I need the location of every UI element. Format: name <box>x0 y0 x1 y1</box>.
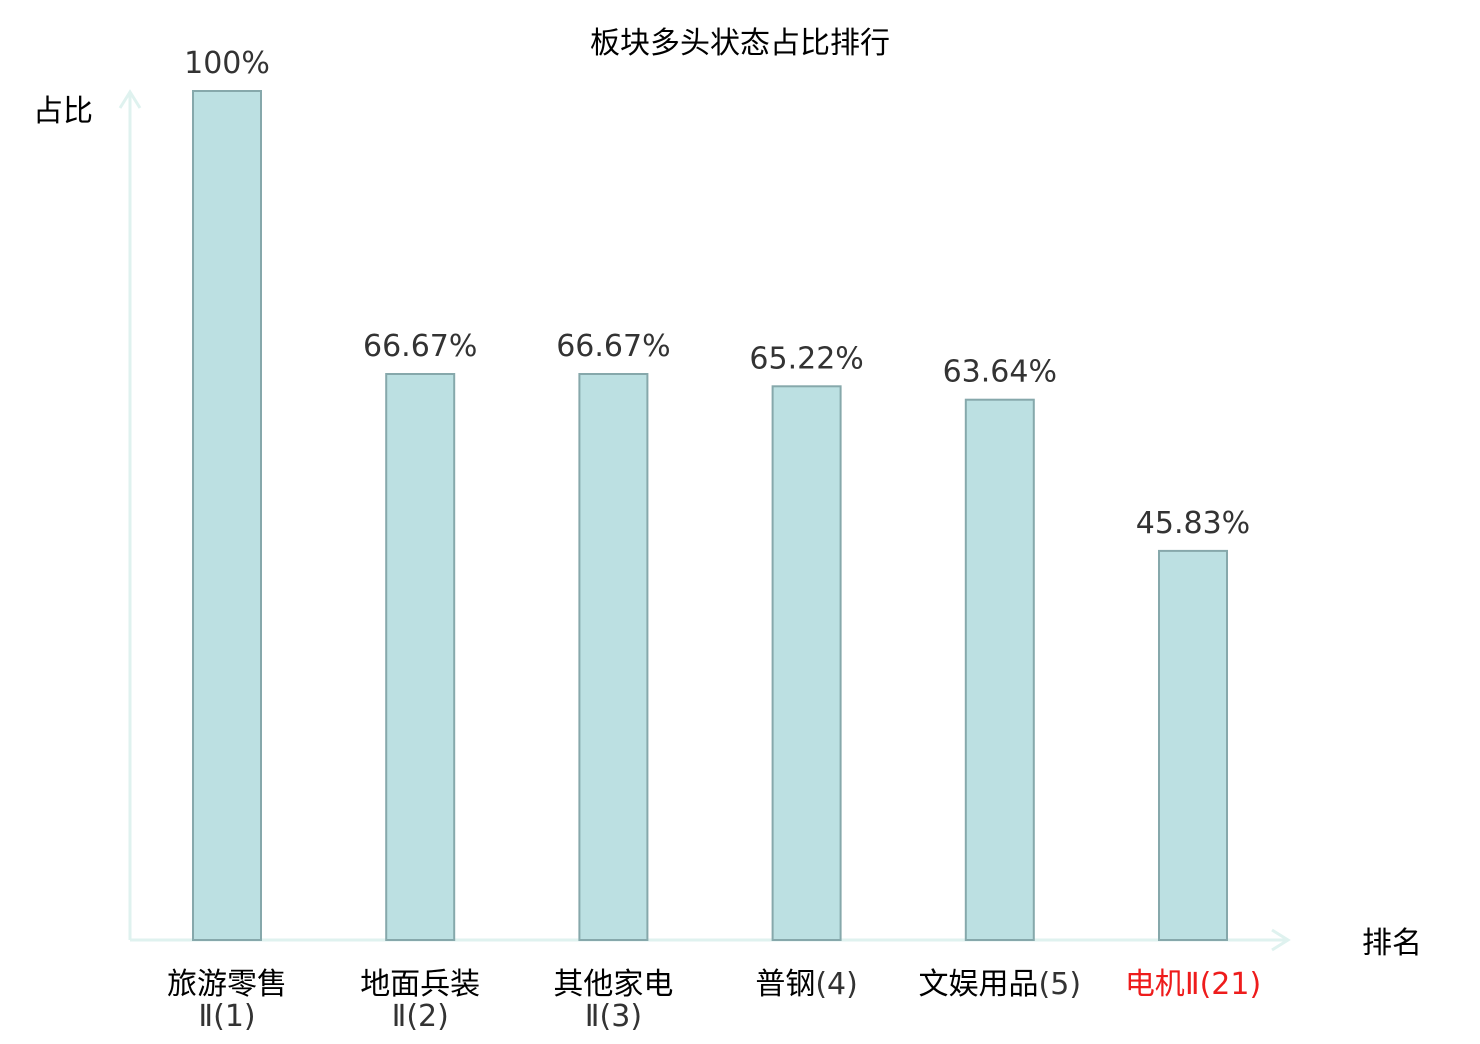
bar <box>771 385 842 941</box>
bar-value-label: 65.22% <box>749 341 863 376</box>
category-label: 其他家电 <box>553 967 673 1002</box>
bar-value-label: 100% <box>184 46 270 81</box>
bar-value-label: 66.67% <box>556 329 670 364</box>
chart-title: 板块多头状态占比排行 <box>590 26 890 61</box>
value-labels-group: 100% 66.67% 66.67% 65.22% 63.64% 45.83% <box>184 46 1250 541</box>
x-axis-label: 排名 <box>1362 926 1422 961</box>
bar <box>578 373 649 941</box>
y-axis-label: 占比 <box>33 94 93 129</box>
category-label: 地面兵装 <box>360 967 480 1002</box>
y-axis-arrow-icon <box>118 89 142 109</box>
category-rank-label: Ⅱ(2) <box>392 999 449 1034</box>
category-label: 文娱用品(5) <box>919 967 1082 1002</box>
category-label: 普钢(4) <box>755 967 858 1002</box>
bars-group <box>192 90 1228 942</box>
category-rank-label: Ⅱ(3) <box>585 999 642 1034</box>
category-label: 电机Ⅱ(21) <box>1125 967 1261 1002</box>
category-rank-label: Ⅱ(1) <box>198 999 255 1034</box>
bar-value-label: 66.67% <box>363 329 477 364</box>
category-label: 旅游零售 <box>167 967 287 1002</box>
bar <box>192 90 262 941</box>
bar <box>1158 549 1228 942</box>
bar-value-label: 45.83% <box>1136 506 1250 541</box>
x-axis-arrow-icon <box>1271 928 1291 952</box>
bar <box>385 373 456 941</box>
bar <box>964 398 1035 941</box>
bar-value-label: 63.64% <box>943 355 1057 390</box>
